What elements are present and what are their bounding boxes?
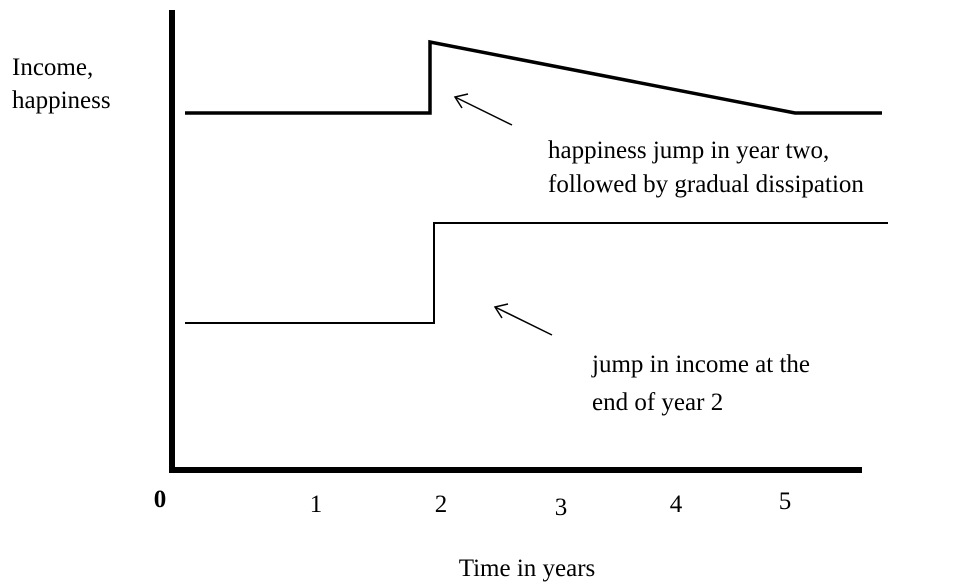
x-tick-label: 3 — [555, 494, 568, 521]
x-tick-label: 4 — [670, 491, 683, 518]
x-tick-label: 0 — [154, 486, 167, 513]
annotation: followed by gradual dissipation — [548, 171, 864, 198]
x-label: Time in years — [459, 555, 596, 582]
x-tick-label: 2 — [435, 491, 448, 518]
happiness-line — [185, 39, 882, 115]
annotation: jump in income at the — [591, 351, 810, 378]
y-label: happiness — [12, 87, 111, 114]
x-tick-label: 5 — [779, 488, 792, 515]
x-tick-label: 1 — [310, 491, 323, 518]
arrow — [493, 303, 553, 336]
arrow — [453, 93, 513, 126]
income-line — [185, 222, 888, 324]
y-label: Income, — [12, 54, 93, 81]
annotation: end of year 2 — [592, 389, 723, 416]
annotation: happiness jump in year two, — [548, 137, 829, 164]
